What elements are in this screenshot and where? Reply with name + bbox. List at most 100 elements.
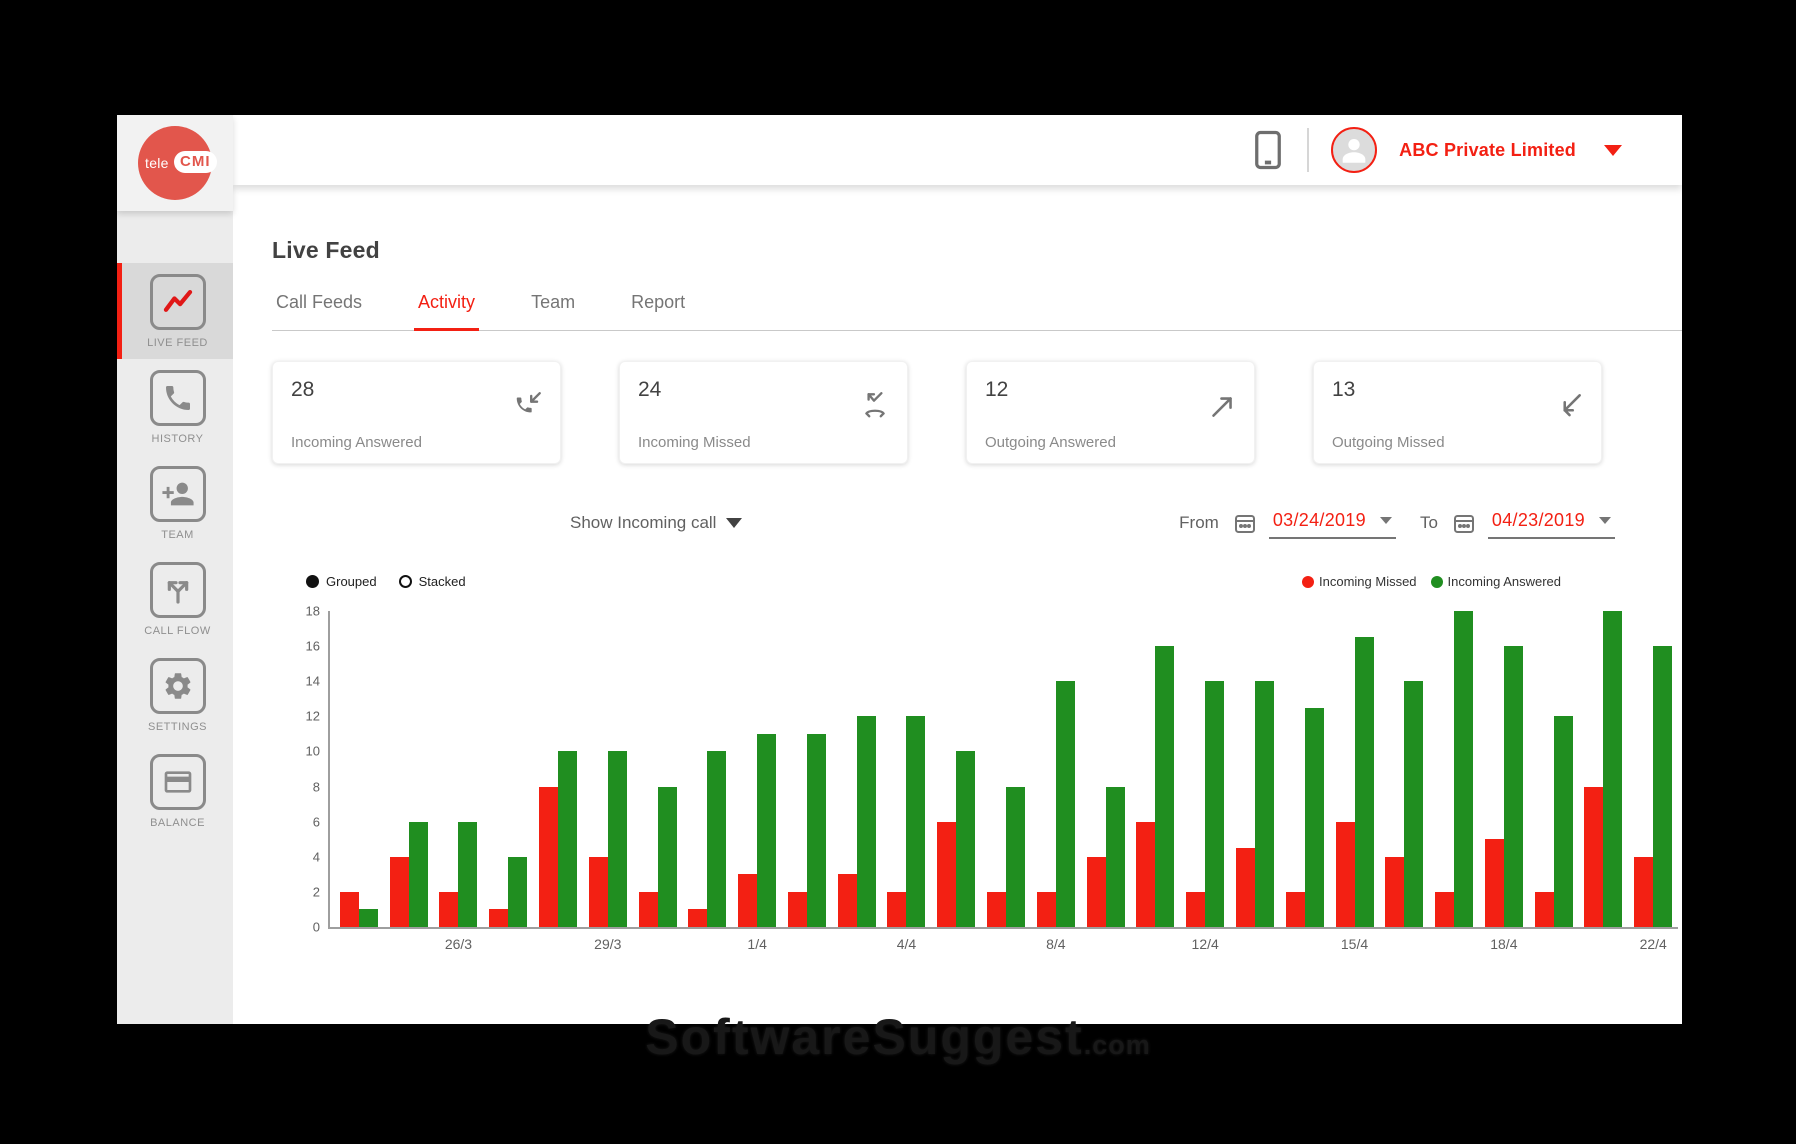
to-date-field[interactable]: 04/23/2019 [1487,508,1615,539]
incoming-missed-bar [887,891,907,927]
sidebar-item-history[interactable]: HISTORY [117,359,233,455]
bar-group [1429,611,1479,927]
incoming-missed-bar [987,891,1007,927]
incoming-answered-bar [906,716,926,927]
incoming-missed-bar [1484,839,1504,927]
y-tick-label: 6 [312,814,320,830]
radio-grouped[interactable]: Grouped [306,574,377,589]
sidebar-item-settings[interactable]: SETTINGS [117,647,233,743]
sidebar-item-label: BALANCE [150,817,205,829]
show-call-dropdown-label: Show Incoming call [570,513,717,532]
incoming-missed-bar [937,821,957,927]
stat-label: Outgoing Answered [985,434,1116,451]
bar-group [1131,611,1181,927]
tab-activity[interactable]: Activity [414,292,480,331]
sidebar-items: LIVE FEED HISTORY [117,263,233,839]
tab-call-feeds[interactable]: Call Feeds [276,292,363,312]
outgoing-missed-arrow-icon [1553,390,1585,422]
legend-incoming-missed[interactable]: Incoming Missed [1302,574,1417,589]
stat-value: 12 [985,378,1009,401]
stat-cards: 28 Incoming Answered 24 [272,361,1637,464]
incoming-missed-bar [1186,891,1206,927]
x-tick-label: 15/4 [1340,936,1369,952]
avatar[interactable] [1331,127,1378,173]
radio-stacked[interactable]: Stacked [398,574,466,589]
incoming-answered-bar [1006,786,1026,927]
x-tick-label: 29/3 [594,936,622,952]
incoming-answered-bar [757,733,777,927]
show-call-dropdown[interactable]: Show Incoming call [570,513,743,533]
y-tick-label: 10 [305,743,320,759]
bar-group [1230,611,1280,927]
account-caret-icon[interactable] [1604,144,1622,156]
incoming-answered-bar [806,733,826,927]
x-tick-label: 12/4 [1191,936,1219,952]
incoming-answered-bar [856,716,876,927]
sidebar-item-label: SETTINGS [147,721,207,733]
stat-value: 24 [638,378,662,401]
bar-group [1579,611,1629,927]
tab-report[interactable]: Report [631,292,686,312]
calendar-icon[interactable] [1452,511,1476,535]
account-name[interactable]: ABC Private Limited [1399,139,1576,160]
sidebar-item-label: CALL FLOW [144,625,211,637]
incoming-missed-bar [1086,856,1106,927]
outgoing-answered-arrow-icon [1206,390,1238,422]
sidebar-item-live-feed[interactable]: LIVE FEED [117,263,233,359]
sidebar-item-call-flow[interactable]: CALL FLOW [117,551,233,647]
bar-group [483,611,533,927]
y-tick-label: 0 [312,919,320,935]
mobile-phone-icon[interactable] [1251,130,1285,170]
bar-group: 22/4 [1628,611,1678,952]
incoming-answered-bar [1055,681,1075,927]
legend-incoming-answered[interactable]: Incoming Answered [1430,574,1561,589]
x-tick-label: 26/3 [444,936,473,952]
tab-team[interactable]: Team [531,292,576,312]
legend-dot-green [1430,575,1443,588]
header-divider [1307,128,1310,172]
chevron-down-icon [726,518,743,528]
from-label: From [1179,513,1219,532]
sidebar-item-label: LIVE FEED [147,337,208,349]
from-date-value: 03/24/2019 [1272,509,1366,530]
incoming-missed-bar [389,856,409,927]
logo-block: tele CMI [117,115,233,211]
telecmi-logo[interactable]: tele CMI [138,126,217,200]
gear-icon [149,658,206,714]
y-tick-label: 2 [312,884,320,900]
incoming-missed-bar [489,909,509,927]
y-tick-label: 16 [305,638,320,654]
phone-icon [149,370,206,426]
sidebar-item-balance[interactable]: BALANCE [117,743,233,839]
bar-group [931,611,981,927]
incoming-missed-bar [1235,848,1255,927]
filter-row: Show Incoming call From [272,508,1637,539]
calendar-icon[interactable] [1233,511,1257,535]
stat-label: Incoming Answered [291,434,422,451]
incoming-missed-bar [588,856,608,927]
incoming-missed-bar [1534,891,1554,927]
to-label: To [1419,513,1438,532]
stat-value: 28 [291,378,315,401]
from-date-field[interactable]: 03/24/2019 [1268,508,1396,539]
incoming-missed-bar [1136,821,1156,927]
top-bar: ABC Private Limited [233,115,1682,185]
incoming-answered-bar [1603,611,1623,927]
incoming-answered-bar [508,856,528,927]
app-window: ABC Private Limited tele CMI [117,115,1682,1024]
sidebar-item-label: HISTORY [151,433,204,445]
chart-legend: Incoming Missed Incoming Answered [1302,574,1561,589]
x-tick-label: 8/4 [1046,936,1066,952]
chart-mode-radios: Grouped Stacked [306,574,466,589]
y-tick-label: 18 [305,603,320,619]
date-range-filters: From 03/24/2019 To [1179,508,1615,539]
watermark-suffix: .com [1083,1030,1151,1060]
incoming-answered-bar [1304,707,1324,927]
bar-group [1280,611,1330,927]
sidebar-item-team[interactable]: TEAM [117,455,233,551]
incoming-missed-call-icon [859,390,891,422]
incoming-answered-bar [1454,611,1474,927]
to-date-value: 04/23/2019 [1491,509,1585,530]
y-tick-label: 8 [312,779,320,795]
softwaresuggest-watermark: SoftwareSuggest.com [0,1008,1796,1066]
